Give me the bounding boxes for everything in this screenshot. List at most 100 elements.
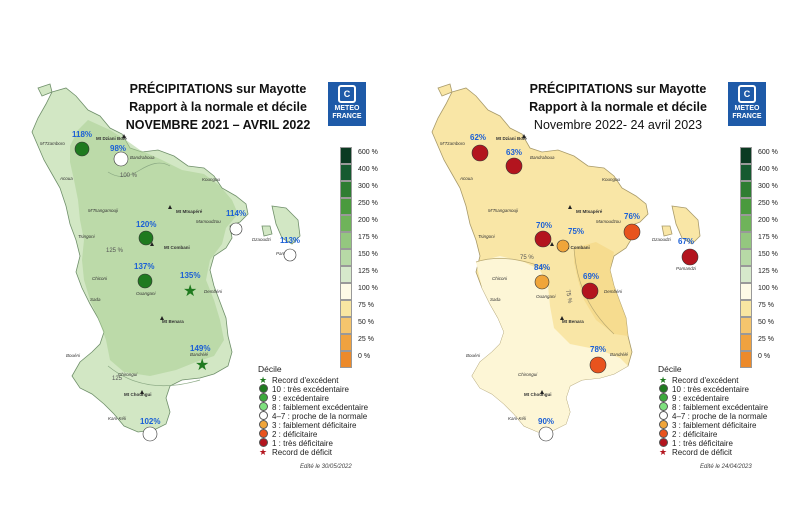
- station-value: 76%: [624, 212, 640, 221]
- station-marker-decile-4-7: [538, 426, 554, 442]
- zone-50-75: [574, 242, 628, 336]
- place-sada: Sada: [490, 297, 501, 302]
- dot-icon: [258, 411, 268, 422]
- station-marker-decile-10: [74, 141, 90, 157]
- station-marker-decile-10: [138, 230, 154, 246]
- scale-label: 600 %: [758, 149, 778, 156]
- place-kani-keli: Kani-Kéli: [508, 416, 527, 421]
- scale-swatch: [740, 147, 752, 164]
- station-value: 120%: [136, 220, 156, 229]
- station-value: 149%: [190, 344, 210, 353]
- edit-date-right: Edité le 24/04/2023: [700, 464, 752, 470]
- mayotte-map-right: 75 % 75 % M'Tzamboro Mt Dziani Bolé Band…: [431, 83, 701, 442]
- scale-swatch: [740, 181, 752, 198]
- summit-marker: [522, 134, 526, 138]
- place-boueni: Bouéni: [66, 353, 81, 358]
- dot-icon: [658, 420, 668, 431]
- place-dzaoudzi: Dzaoudzi: [252, 237, 272, 242]
- legend-item: 9 : excédentaire: [658, 393, 768, 404]
- logo-text: METEO FRANCE: [732, 105, 762, 120]
- station-marker-decile-3: [556, 239, 570, 253]
- legend-item: 8 : faiblement excédentaire: [658, 402, 769, 413]
- place-acoua: Acoua: [459, 176, 473, 181]
- logo-text: METEO FRANCE: [332, 105, 362, 120]
- summit-marker: [550, 242, 554, 246]
- legend-label: 8 : faiblement excédentaire: [672, 403, 769, 412]
- place-tsingoni: Tsingoni: [78, 234, 96, 239]
- scale-swatch: [740, 249, 752, 266]
- station-marker-decile-2: [589, 356, 607, 374]
- scale-swatch: [740, 351, 752, 368]
- place-ouangani: Ouangani: [136, 291, 157, 296]
- meteo-france-logo: C METEO FRANCE: [728, 82, 766, 126]
- legend-label: 2 : déficitaire: [672, 430, 718, 439]
- isoline-label-125-south: 125: [112, 376, 123, 382]
- scale-swatch: [740, 198, 752, 215]
- zone-125: [70, 120, 238, 376]
- station-value: 102%: [140, 417, 160, 426]
- station-value: 114%: [226, 209, 246, 218]
- dot-icon: [658, 429, 668, 440]
- logo-mark-icon: C: [338, 85, 356, 103]
- station-marker-decile-4-7: [113, 151, 129, 167]
- legend-item: 4–7 : proche de la normale: [658, 411, 768, 421]
- legend-item: 10 : très excédentaire: [258, 384, 368, 395]
- legend-title: Décile: [658, 364, 682, 374]
- place-chirongui: Chirongui: [118, 372, 138, 377]
- dot-icon: [658, 393, 668, 404]
- dot-icon: [658, 402, 668, 413]
- meteo-france-logo: C METEO FRANCE: [328, 82, 366, 126]
- place-bandraboua: Bandraboua: [530, 155, 555, 160]
- legend-label: 3 : faiblement déficitaire: [672, 421, 757, 430]
- stations-left: 118% 98% 120% 114% 113% 137% ★ 135% ★ 14…: [72, 130, 300, 442]
- legend-item: 9 : excédentaire: [258, 393, 368, 404]
- title-line-2: Rapport à la normale et décile: [529, 100, 707, 114]
- title-line-3: NOVEMBRE 2021 – AVRIL 2022: [125, 118, 311, 132]
- place-mt-choungui: Mt Choungui: [124, 392, 152, 397]
- scale-label: 150 %: [358, 251, 378, 258]
- place-dembeni: Dembéni: [604, 289, 623, 294]
- islet-north: [437, 83, 453, 97]
- place-mt-combani: Mt Combani: [164, 245, 190, 250]
- station-marker-decile-2: [623, 223, 641, 241]
- legend-title: Décile: [258, 364, 282, 374]
- summit-marker: [150, 242, 154, 246]
- scale-swatch: [340, 198, 352, 215]
- dot-icon: [258, 384, 268, 395]
- station-value: 84%: [534, 263, 550, 272]
- legend-item: ★ Record d'excédent: [258, 375, 368, 386]
- legend-item: 3 : faiblement déficitaire: [258, 420, 368, 430]
- station-marker-decile-4-7: [142, 426, 158, 442]
- place-koungou: Koungou: [202, 177, 221, 182]
- legend-label: Record de déficit: [272, 448, 333, 457]
- title-line-1: PRÉCIPITATIONS sur Mayotte: [529, 82, 707, 96]
- station-marker-record-excedent: ★: [195, 357, 209, 374]
- place-chiconi: Chiconi: [92, 276, 108, 281]
- scale-swatch: [340, 215, 352, 232]
- scale-label: 0 %: [758, 353, 771, 360]
- summit-marker: [140, 390, 144, 394]
- station-marker-decile-4-7: [283, 248, 297, 262]
- scale-swatch: [340, 147, 352, 164]
- scale-label: 50 %: [358, 319, 374, 326]
- station-value: 70%: [536, 221, 552, 230]
- legend-label: 1 : très déficitaire: [272, 439, 333, 448]
- legend-item: 1 : très déficitaire: [258, 438, 368, 448]
- scale-label: 75 %: [358, 302, 374, 309]
- map-panel-2022-2023: 75 % 75 % M'Tzamboro Mt Dziani Bolé Band…: [400, 0, 800, 524]
- place-mtzamboro: M'Tzamboro: [40, 141, 65, 146]
- mayotte-map-left: 100 % 125 % 125 M'Tzamboro Mt Dziani Bol…: [31, 83, 301, 442]
- place-mamoudzou: Mamoudzou: [196, 219, 221, 224]
- legend-item: ★ Record de déficit: [258, 448, 368, 458]
- map-panel-2021-2022: 100 % 125 % 125 M'Tzamboro Mt Dziani Bol…: [31, 82, 378, 470]
- place-mt-combani: Mt Combani: [564, 245, 590, 250]
- petite-terre-island: [671, 205, 701, 245]
- dot-icon: [258, 402, 268, 413]
- dot-icon: [258, 393, 268, 404]
- station-value: 67%: [678, 237, 694, 246]
- legend-label: 4–7 : proche de la normale: [272, 412, 368, 421]
- legend-label: 4–7 : proche de la normale: [672, 412, 768, 421]
- station-value: 69%: [583, 272, 599, 281]
- scale-label: 400 %: [358, 166, 378, 173]
- star-icon: ★: [258, 375, 268, 385]
